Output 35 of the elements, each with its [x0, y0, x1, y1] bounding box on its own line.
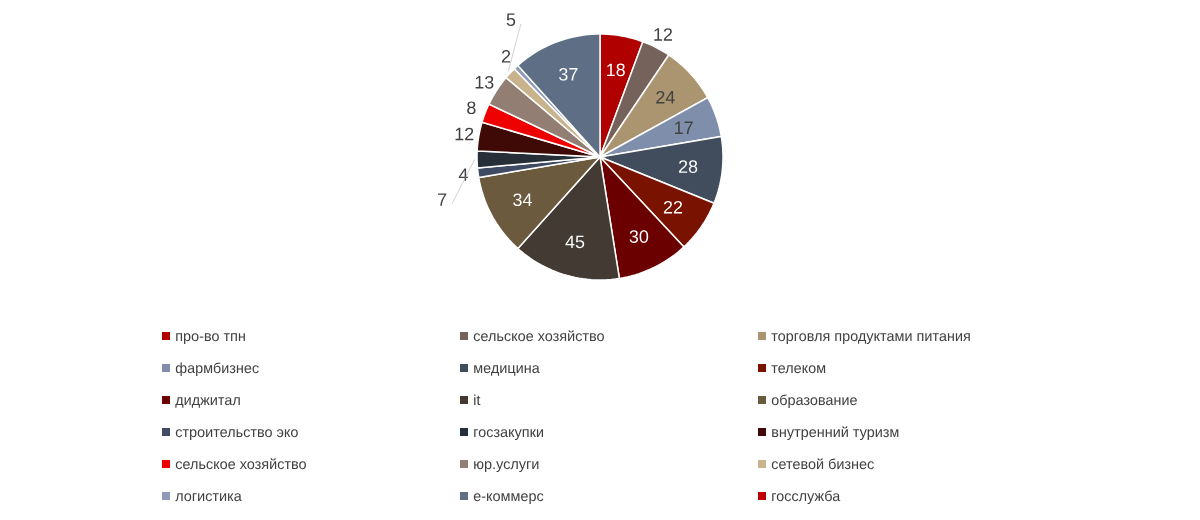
legend-label: фармбизнес: [175, 362, 259, 376]
legend-label: образование: [771, 394, 857, 408]
data-label: 37: [559, 67, 578, 81]
data-label: 24: [656, 90, 675, 104]
legend-label: госзакупки: [474, 429, 544, 440]
data-label: 4: [458, 168, 468, 181]
legend-label: сетевой бизнес: [771, 458, 874, 470]
legend-label: it: [474, 394, 481, 406]
data-label: 2: [501, 49, 511, 63]
data-label: 34: [513, 193, 532, 207]
data-label: 18: [607, 63, 625, 77]
legend-label: торговля продуктами питания: [771, 333, 970, 344]
data-label: 7: [438, 193, 447, 206]
data-label: 17: [675, 121, 693, 134]
data-label: 28: [678, 160, 698, 173]
legend-label: е-коммерс: [473, 493, 544, 504]
data-label: 12: [654, 28, 672, 41]
data-label: 30: [629, 230, 649, 243]
legend-label: про-во тпн: [176, 333, 245, 344]
legend-label: логистика: [175, 493, 242, 502]
data-label: 5: [506, 13, 516, 27]
legend-label: внутренний туризм: [772, 426, 899, 440]
legend-label: телеком: [771, 365, 826, 374]
legend-label: диджитал: [175, 397, 240, 408]
data-label: 22: [663, 200, 683, 214]
data-label: 12: [455, 127, 474, 141]
legend-label: медицина: [474, 365, 540, 376]
data-label: 13: [475, 75, 494, 89]
legend-label: строительство эко: [175, 429, 298, 440]
data-label: 45: [565, 235, 585, 249]
legend-label: сельское хозяйство: [473, 330, 604, 342]
legend-label: сельское хозяйство: [175, 458, 306, 470]
data-label: 8: [467, 101, 476, 115]
legend-label: юр.услуги: [474, 461, 539, 472]
legend-label: госслужба: [772, 490, 841, 504]
